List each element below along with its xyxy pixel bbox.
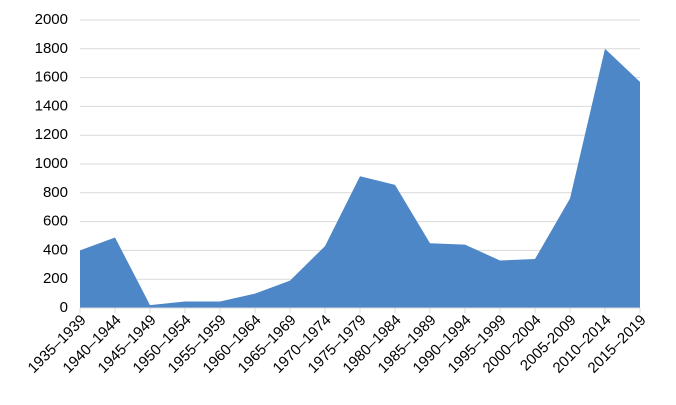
y-tick-label: 200 xyxy=(43,270,68,287)
y-tick-label: 1600 xyxy=(35,69,68,86)
y-tick-label: 400 xyxy=(43,241,68,258)
y-tick-label: 1400 xyxy=(35,97,68,114)
y-tick-label: 0 xyxy=(60,299,68,316)
y-tick-label: 2000 xyxy=(35,11,68,28)
y-tick-label: 1000 xyxy=(35,155,68,172)
y-tick-label: 1800 xyxy=(35,40,68,57)
y-tick-label: 600 xyxy=(43,213,68,230)
y-tick-label: 800 xyxy=(43,184,68,201)
y-tick-label: 1200 xyxy=(35,126,68,143)
area xyxy=(80,48,640,309)
